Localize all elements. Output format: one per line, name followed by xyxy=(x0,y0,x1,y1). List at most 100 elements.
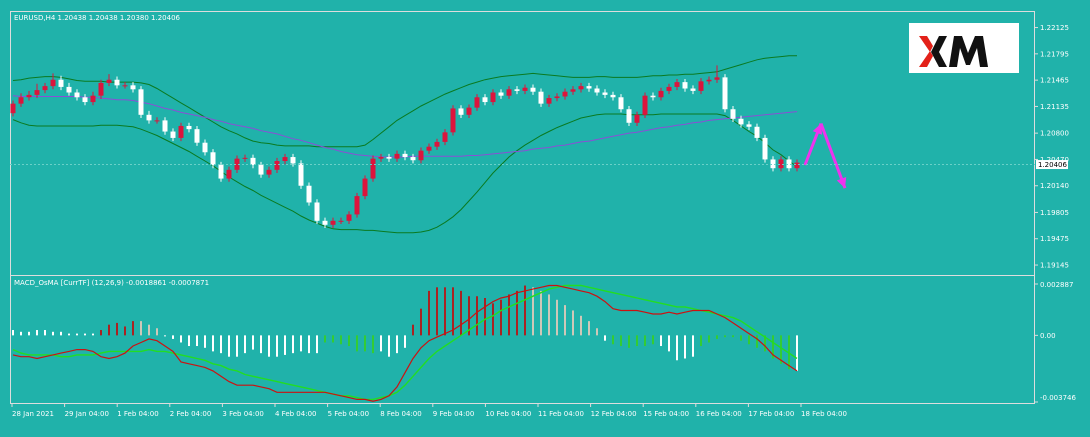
histogram-bar xyxy=(380,335,382,352)
candle-body xyxy=(114,79,120,86)
histogram-bar xyxy=(700,335,702,347)
candle-body xyxy=(506,89,512,96)
histogram-bar xyxy=(660,335,662,347)
candle-body xyxy=(738,118,744,125)
candle-body xyxy=(258,165,264,175)
bollinger-bands xyxy=(12,55,798,234)
symbol-header: EURUSD,H4 1.20438 1.20438 1.20380 1.2040… xyxy=(14,14,181,22)
histogram-bar xyxy=(156,328,158,336)
candle-body xyxy=(50,79,56,87)
candle-body xyxy=(370,158,376,179)
candle-body xyxy=(242,157,248,159)
histogram-bar xyxy=(188,335,190,347)
histogram-bar xyxy=(36,330,38,336)
histogram-bar xyxy=(76,333,78,336)
current-price-marker: 1.20406 xyxy=(10,160,1068,170)
histogram-bar xyxy=(524,285,526,336)
histogram-bar xyxy=(676,335,678,361)
candle-body xyxy=(322,220,328,225)
xm-logo-mark xyxy=(919,36,988,67)
logo-x-right xyxy=(931,36,947,67)
histogram-bar xyxy=(644,335,646,347)
candle-body xyxy=(250,157,256,166)
candle-body xyxy=(442,132,448,142)
histogram-bar xyxy=(284,335,286,355)
candle-body xyxy=(538,91,544,104)
histogram-bar xyxy=(116,322,118,336)
histogram-bar xyxy=(44,330,46,336)
candle-body xyxy=(666,86,672,91)
bollinger-upper-line xyxy=(12,55,797,148)
candle-body xyxy=(642,95,648,115)
histogram-bar xyxy=(220,335,222,354)
candle-body xyxy=(490,92,496,103)
time-tick-label: 3 Feb 04:00 xyxy=(222,410,263,418)
time-tick-label: 8 Feb 04:00 xyxy=(380,410,421,418)
time-tick-label: 16 Feb 04:00 xyxy=(696,410,742,418)
candle-body xyxy=(786,159,792,169)
logo-m xyxy=(949,36,988,67)
candle-body xyxy=(138,89,144,115)
candle-body xyxy=(122,85,128,87)
histogram-bar xyxy=(692,335,694,357)
time-tick-label: 18 Feb 04:00 xyxy=(801,410,847,418)
price-axis: 1.22125 1.21795 1.21465 1.21135 1.20800 1.204… xyxy=(1035,24,1069,270)
histogram-bar xyxy=(356,335,358,352)
macd-axis: 0.002887 0.00 -0.003746 xyxy=(1035,281,1076,403)
time-tick-label: 15 Feb 04:00 xyxy=(643,410,689,418)
histogram-bar xyxy=(612,335,614,345)
candle-body xyxy=(602,92,608,95)
bollinger-lower-line xyxy=(12,113,798,234)
histogram-bar xyxy=(196,335,198,347)
histogram-bar xyxy=(148,324,150,336)
histogram-bar xyxy=(276,335,278,357)
candle-body xyxy=(778,159,784,169)
forecast-arrows xyxy=(803,123,847,189)
price-tick-label: 1.19475 xyxy=(1040,235,1069,243)
histogram-bar xyxy=(508,294,510,336)
macd-histogram xyxy=(12,285,798,371)
candle-body xyxy=(98,82,104,96)
histogram-bar xyxy=(244,335,246,354)
candle-body xyxy=(194,129,200,143)
histogram-bar xyxy=(588,321,590,336)
candle-body xyxy=(42,86,48,91)
candle-body xyxy=(402,153,408,158)
histogram-bar xyxy=(212,335,214,352)
histogram-bar xyxy=(460,290,462,336)
histogram-bar xyxy=(332,335,334,343)
candle-body xyxy=(26,94,32,98)
histogram-bar xyxy=(292,335,294,354)
time-tick-label: 10 Feb 04:00 xyxy=(485,410,531,418)
histogram-bar xyxy=(788,335,790,370)
histogram-bar xyxy=(68,333,70,336)
candle-body xyxy=(730,109,736,119)
candle-body xyxy=(146,114,152,121)
time-tick-label: 1 Feb 04:00 xyxy=(117,410,158,418)
histogram-bar xyxy=(108,324,110,336)
candle-body xyxy=(746,124,752,127)
candle-body xyxy=(434,141,440,147)
candle-body xyxy=(410,157,416,161)
candle-body xyxy=(722,77,728,110)
histogram-bar xyxy=(140,321,142,336)
histogram-bar xyxy=(492,303,494,336)
time-tick-label: 29 Jan 04:00 xyxy=(65,410,109,418)
candle-body xyxy=(482,97,488,103)
histogram-bar xyxy=(60,331,62,336)
time-tick-label: 2 Feb 04:00 xyxy=(170,410,211,418)
candle-body xyxy=(90,95,96,103)
forecast-arrow-head xyxy=(812,123,823,135)
histogram-bar xyxy=(756,335,758,348)
histogram-bar xyxy=(436,287,438,336)
candle-body xyxy=(394,153,400,159)
price-tick-label: 1.19145 xyxy=(1040,262,1069,270)
histogram-bar xyxy=(84,333,86,336)
candle-body xyxy=(314,202,320,221)
candle-body xyxy=(106,79,112,83)
logo-red-stroke-top xyxy=(919,36,933,52)
histogram-bar xyxy=(164,335,166,337)
candle-body xyxy=(58,79,64,87)
